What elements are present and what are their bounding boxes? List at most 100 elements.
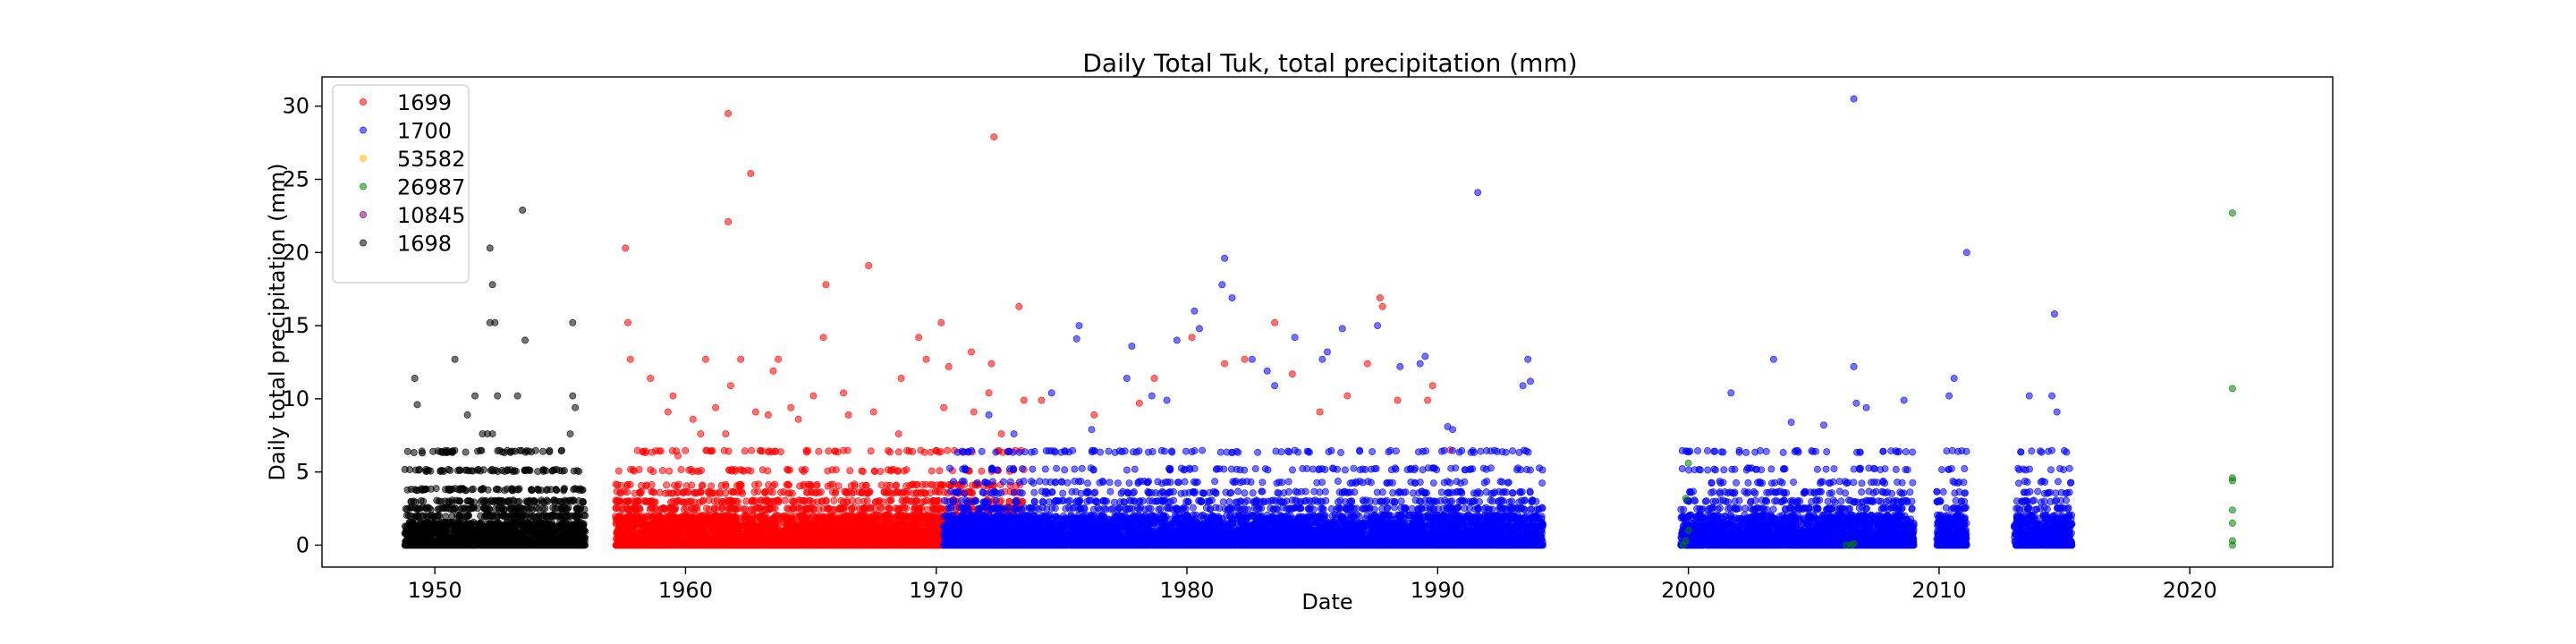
data-point [755, 480, 763, 488]
data-point [840, 389, 848, 397]
data-point [775, 355, 783, 363]
data-point [849, 497, 857, 505]
data-point [629, 466, 637, 474]
data-point [667, 489, 675, 497]
data-point [790, 505, 798, 513]
data-point [656, 512, 664, 520]
data-point [737, 355, 745, 363]
data-point [862, 481, 870, 489]
data-point [919, 498, 927, 506]
data-point [725, 466, 733, 474]
data-point [779, 513, 787, 521]
data-point [625, 513, 633, 521]
data-point [785, 481, 793, 489]
data-point [911, 512, 919, 520]
data-point [764, 411, 772, 419]
data-point [777, 448, 785, 456]
data-point [1038, 396, 1046, 404]
data-point [894, 467, 902, 475]
data-point [649, 513, 657, 521]
data-point [877, 504, 886, 513]
data-point [736, 482, 744, 490]
data-point [1288, 370, 1296, 378]
data-point [802, 448, 810, 456]
data-point [772, 511, 780, 519]
data-point [970, 408, 978, 416]
data-point [937, 482, 945, 490]
data-point [858, 467, 866, 475]
data-point [767, 505, 775, 513]
data-point [825, 504, 833, 513]
data-points [401, 95, 2236, 549]
data-point [729, 497, 737, 505]
data-point [665, 467, 674, 475]
data-point [1343, 392, 1352, 400]
data-point [987, 360, 996, 368]
data-point [781, 496, 789, 504]
data-point [1015, 302, 1023, 310]
data-point [883, 513, 891, 521]
data-point [623, 488, 631, 496]
data-point [757, 496, 765, 504]
data-point [944, 446, 952, 454]
data-point [680, 488, 688, 496]
data-point [669, 392, 677, 400]
data-point [747, 169, 755, 177]
data-point [860, 504, 868, 513]
data-point [650, 488, 658, 496]
data-point [886, 504, 894, 513]
data-point [801, 513, 809, 521]
data-point [894, 488, 902, 496]
data-point [869, 408, 877, 416]
data-point [1005, 497, 1013, 505]
data-point [1316, 408, 1324, 416]
data-point [635, 466, 643, 474]
data-point [612, 480, 620, 488]
data-point [616, 489, 624, 497]
data-point [688, 481, 696, 489]
data-point [917, 488, 925, 496]
data-point [624, 318, 632, 326]
data-point [887, 496, 895, 504]
data-point [674, 452, 682, 460]
data-point [920, 448, 928, 456]
data-point [848, 504, 856, 513]
data-point [842, 488, 850, 496]
data-point [718, 504, 726, 513]
data-point [748, 497, 756, 505]
data-point [871, 498, 879, 506]
data-point [819, 334, 827, 342]
data-point [726, 504, 734, 513]
data-point [832, 466, 840, 474]
data-point [784, 466, 792, 474]
data-point [619, 513, 627, 521]
data-point [794, 415, 802, 423]
data-point [751, 408, 759, 416]
data-point [815, 447, 823, 455]
data-point [815, 505, 823, 513]
chart-title: Daily Total Tuk, total precipitation (mm… [1082, 48, 1577, 78]
data-point [860, 497, 869, 505]
data-point [897, 374, 905, 382]
data-point [1428, 382, 1436, 390]
data-point [894, 448, 902, 456]
data-point [1394, 396, 1402, 404]
data-point [765, 447, 773, 455]
data-point [1090, 411, 1098, 419]
data-point [1150, 374, 1158, 382]
data-point [801, 466, 809, 474]
data-point [631, 504, 640, 513]
data-point [809, 513, 817, 521]
data-point [643, 513, 651, 521]
data-point [835, 482, 843, 490]
data-point [813, 480, 821, 488]
series-1700-points [940, 95, 2076, 549]
data-point [808, 488, 816, 496]
data-point [724, 109, 733, 117]
data-point [1188, 334, 1196, 342]
data-point [724, 217, 733, 225]
data-point [1363, 360, 1371, 368]
data-point [750, 488, 758, 496]
data-point [900, 467, 908, 475]
data-point [726, 382, 734, 390]
